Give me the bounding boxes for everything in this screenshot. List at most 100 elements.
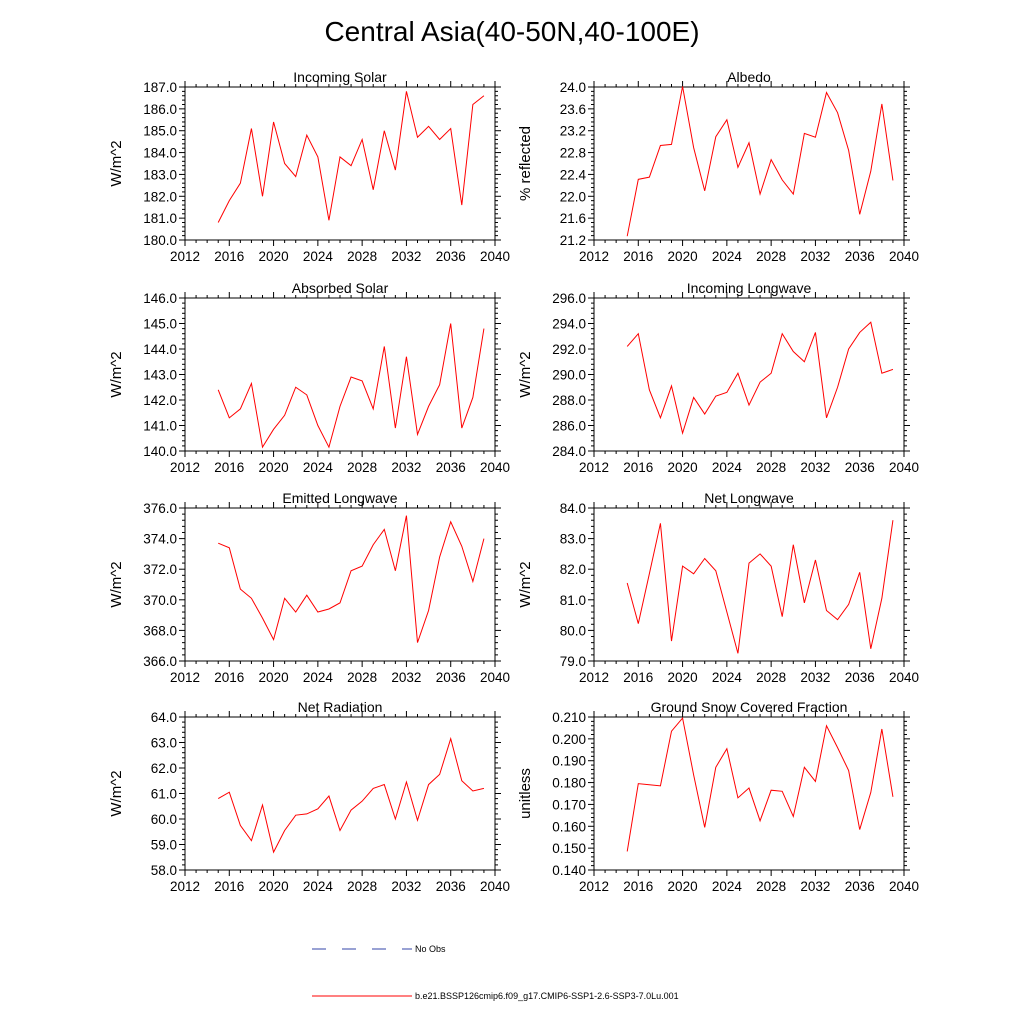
x-tick-label: 2020 (668, 879, 698, 894)
x-tick-label: 2028 (347, 249, 377, 264)
x-tick-label: 2012 (170, 879, 200, 894)
y-axis-label: W/m^2 (108, 351, 125, 397)
panel-7: Net Radiation W/m^2 2012 2016 2020 2024 2028 20… (108, 699, 510, 894)
y-tick-label: 0.170 (552, 797, 586, 812)
y-tick-label: 0.200 (552, 732, 586, 747)
x-tick-label: 2012 (579, 249, 609, 264)
x-tick-label: 2024 (303, 460, 334, 475)
y-tick-label: 182.0 (143, 189, 177, 204)
x-tick-label: 2032 (391, 249, 421, 264)
x-tick-label: 2028 (347, 670, 377, 685)
y-tick-label: 64.0 (151, 710, 177, 725)
y-tick-label: 59.0 (151, 838, 177, 853)
x-tick-label: 2020 (259, 460, 289, 475)
x-tick-label: 2024 (712, 879, 743, 894)
y-tick-label: 145.0 (143, 317, 177, 332)
y-tick-label: 292.0 (552, 342, 586, 357)
y-tick-label: 23.2 (560, 124, 586, 139)
series-line (218, 515, 485, 643)
panels: Incoming Solar W/m^2 2012 2016 2020 2024 2028 2… (108, 69, 919, 894)
y-tick-label: 0.150 (552, 841, 586, 856)
y-tick-label: 60.0 (151, 812, 177, 827)
plot-frame (184, 86, 496, 241)
panel-title: Emitted Longwave (282, 490, 397, 506)
y-tick-label: 82.0 (560, 562, 586, 577)
x-tick-label: 2040 (889, 879, 919, 894)
panel-title: Albedo (727, 69, 771, 85)
x-tick-label: 2024 (712, 460, 743, 475)
y-tick-label: 0.190 (552, 754, 586, 769)
y-tick-label: 84.0 (560, 501, 586, 516)
y-tick-label: 185.0 (143, 124, 177, 139)
legend: No Obs b.e21.BSSP126cmip6.f09_g17.CMIP6-… (312, 944, 679, 1001)
y-axis-label: W/m^2 (108, 561, 125, 607)
series-line (217, 91, 485, 223)
y-tick-label: 0.210 (552, 710, 586, 725)
y-tick-label: 142.0 (143, 393, 177, 408)
y-tick-label: 372.0 (143, 562, 177, 577)
x-tick-label: 2040 (889, 249, 919, 264)
plot-frame (593, 507, 905, 662)
y-tick-label: 22.0 (560, 189, 586, 204)
x-tick-label: 2020 (668, 249, 698, 264)
x-tick-label: 2016 (623, 879, 653, 894)
x-tick-label: 2020 (259, 249, 289, 264)
x-tick-label: 2016 (623, 670, 653, 685)
plot-frame (593, 716, 905, 871)
y-tick-label: 23.6 (560, 102, 586, 117)
plot-frame (593, 86, 905, 241)
x-tick-label: 2032 (391, 670, 421, 685)
x-tick-label: 2040 (480, 460, 510, 475)
y-tick-label: 284.0 (552, 444, 586, 459)
x-tick-label: 2032 (800, 670, 830, 685)
x-tick-label: 2036 (436, 670, 466, 685)
y-tick-label: 296.0 (552, 291, 586, 306)
x-tick-label: 2040 (480, 670, 510, 685)
x-tick-label: 2016 (214, 879, 244, 894)
y-tick-label: 0.160 (552, 819, 586, 834)
panel-title: Incoming Solar (293, 69, 387, 85)
plot-frame (184, 716, 496, 871)
y-tick-label: 22.8 (560, 146, 586, 161)
y-tick-label: 374.0 (143, 532, 177, 547)
y-tick-label: 294.0 (552, 317, 586, 332)
series-line (217, 323, 485, 449)
x-tick-label: 2024 (303, 249, 334, 264)
y-tick-label: 0.140 (552, 863, 586, 878)
x-tick-label: 2040 (889, 670, 919, 685)
y-tick-label: 290.0 (552, 368, 586, 383)
x-tick-label: 2036 (436, 249, 466, 264)
panel-title: Net Radiation (298, 699, 383, 715)
x-tick-label: 2036 (845, 249, 875, 264)
x-tick-label: 2012 (579, 879, 609, 894)
panel-6: Net Longwave W/m^2 2012 2016 2020 2024 2028 203… (517, 490, 919, 685)
y-tick-label: 141.0 (143, 419, 177, 434)
y-tick-label: 183.0 (143, 167, 177, 182)
x-tick-label: 2028 (756, 879, 786, 894)
x-tick-label: 2016 (214, 670, 244, 685)
x-tick-label: 2036 (845, 670, 875, 685)
y-tick-label: 181.0 (143, 211, 177, 226)
x-tick-label: 2016 (214, 460, 244, 475)
x-tick-label: 2036 (436, 879, 466, 894)
panel-1: Incoming Solar W/m^2 2012 2016 2020 2024 2028 2… (108, 69, 510, 264)
legend-model-label: b.e21.BSSP126cmip6.f09_g17.CMIP6-SSP1-2.… (415, 991, 679, 1001)
y-tick-label: 61.0 (151, 787, 177, 802)
y-tick-label: 180.0 (143, 233, 177, 248)
x-tick-label: 2020 (668, 460, 698, 475)
y-tick-label: 58.0 (151, 863, 177, 878)
series-line (626, 520, 894, 654)
x-tick-label: 2028 (756, 670, 786, 685)
panel-2: Albedo % reflected 2012 2016 2020 2024 2028 203… (517, 69, 919, 264)
x-tick-label: 2032 (800, 249, 830, 264)
panel-3: Absorbed Solar W/m^2 2012 2016 2020 2024 2028 2… (108, 280, 510, 475)
x-tick-label: 2024 (303, 670, 334, 685)
y-tick-label: 186.0 (143, 102, 177, 117)
y-tick-label: 143.0 (143, 368, 177, 383)
x-tick-label: 2040 (480, 879, 510, 894)
y-axis-label: W/m^2 (517, 561, 534, 607)
y-tick-label: 366.0 (143, 654, 177, 669)
y-tick-label: 187.0 (143, 80, 177, 95)
x-tick-label: 2016 (214, 249, 244, 264)
x-tick-label: 2024 (712, 249, 743, 264)
